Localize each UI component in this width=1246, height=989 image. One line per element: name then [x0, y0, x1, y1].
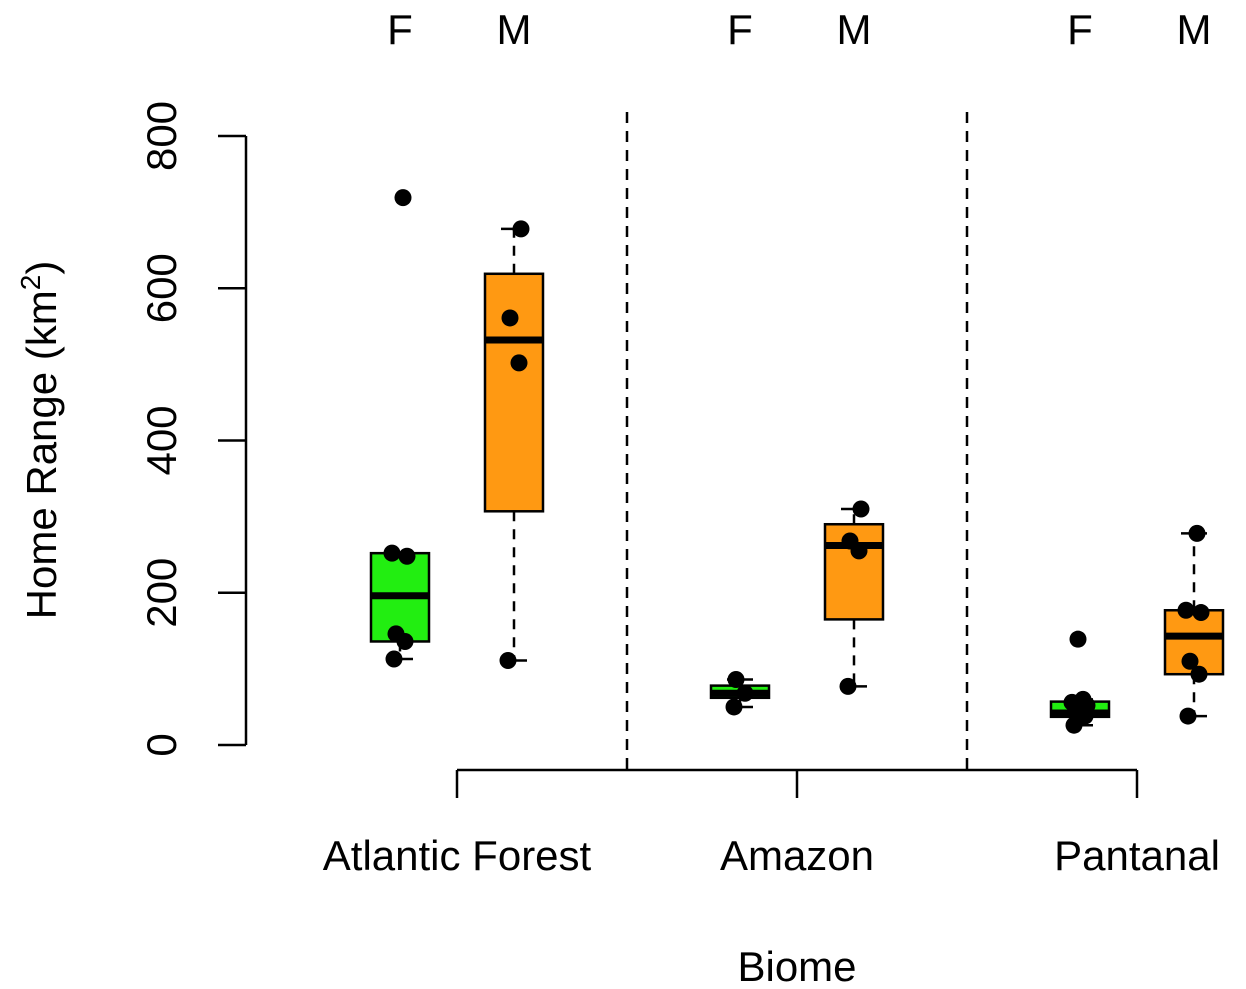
data-point [839, 677, 857, 695]
sex-label-f: F [387, 6, 413, 53]
data-point [512, 220, 530, 238]
data-point [1179, 707, 1197, 725]
x-axis: Atlantic Forest Amazon Pantanal [323, 768, 1220, 879]
data-points [383, 189, 1210, 734]
data-point [1181, 652, 1199, 670]
data-point [1188, 524, 1206, 542]
data-point [387, 625, 405, 643]
data-point [727, 671, 745, 689]
biome-separators [625, 112, 969, 770]
data-point [1192, 604, 1210, 622]
box-atlantic-forest-m [483, 227, 545, 662]
sex-label-f: F [727, 6, 753, 53]
data-point [501, 309, 519, 327]
x-tick-label: Atlantic Forest [323, 832, 592, 879]
data-point [383, 544, 401, 562]
data-point [1190, 665, 1208, 683]
x-tick-label: Amazon [720, 832, 874, 879]
data-point [725, 698, 743, 716]
sex-label-m: M [837, 6, 872, 53]
data-point [510, 354, 528, 372]
sex-label-f: F [1067, 6, 1093, 53]
y-tick-label: 0 [138, 733, 185, 756]
data-point [385, 650, 403, 668]
data-point [1074, 690, 1092, 708]
box-pantanal-m [1163, 532, 1225, 718]
data-point [394, 189, 412, 207]
data-point [736, 684, 754, 702]
y-tick-label: 200 [138, 558, 185, 628]
x-axis-title: Biome [737, 943, 856, 989]
box-iqr [483, 272, 545, 513]
y-axis-title: Home Range (km2) [15, 261, 65, 620]
data-point [852, 500, 870, 518]
y-tick-label: 400 [138, 405, 185, 475]
data-point [1069, 630, 1087, 648]
data-point [398, 547, 416, 565]
sex-label-m: M [1177, 6, 1212, 53]
y-tick-label: 800 [138, 101, 185, 171]
box-series [369, 227, 1225, 727]
x-tick-label: Pantanal [1054, 832, 1220, 879]
y-tick-label: 600 [138, 253, 185, 323]
y-axis: 0 200 400 600 800 [138, 101, 248, 757]
sex-label-m: M [497, 6, 532, 53]
data-point [1177, 601, 1195, 619]
data-point [499, 652, 517, 670]
data-point [841, 532, 859, 550]
